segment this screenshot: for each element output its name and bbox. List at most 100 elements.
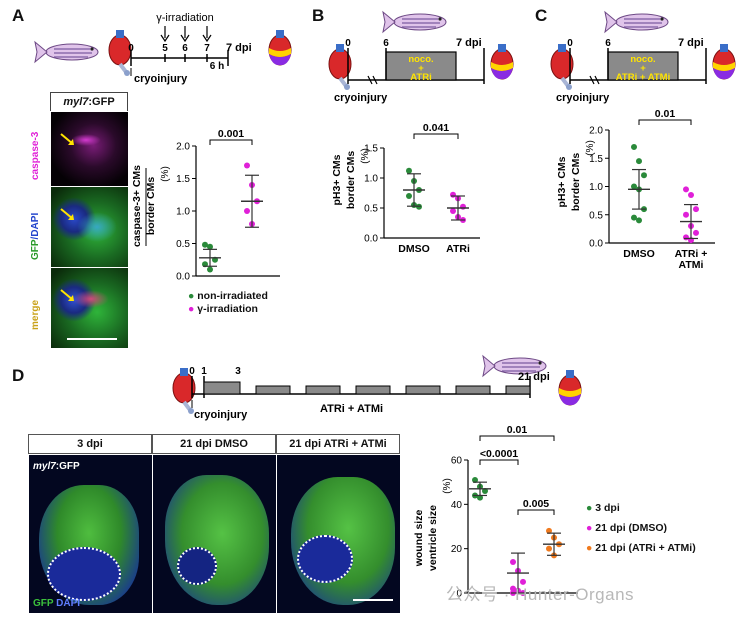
svg-text:5: 5	[162, 43, 168, 54]
panel-label-c: C	[535, 6, 548, 25]
svg-text:6: 6	[182, 43, 188, 54]
chart-a-legend: ● non-irradiated ● γ-irradiation	[188, 290, 268, 316]
svg-text:(%): (%)	[360, 148, 371, 164]
y-tick-label: 1.5	[176, 174, 190, 185]
svg-text:ATRi: ATRi	[410, 72, 431, 83]
gfp-dapi-image	[50, 186, 129, 268]
data-point	[450, 191, 456, 198]
heart-section-3dpi: myl7:GFP GFP DAPI	[28, 454, 153, 614]
svg-text:noco.: noco.	[408, 54, 433, 65]
svg-text:0: 0	[189, 366, 195, 377]
significance-bracket	[209, 139, 253, 145]
svg-text:pH3+ CMs: pH3+ CMs	[556, 156, 568, 207]
svg-text:ATRi + ATMi: ATRi + ATMi	[616, 72, 670, 83]
p-value-label: 0.005	[523, 498, 549, 510]
micro-d-marker-label: myl7:GFP	[33, 461, 80, 472]
y-tick-label: 0	[456, 589, 462, 600]
regenerated-heart-icon	[712, 43, 736, 80]
svg-text:border CMs: border CMs	[570, 153, 582, 212]
data-point	[510, 558, 516, 565]
scale-bar	[353, 599, 393, 601]
svg-text:cryoinjury: cryoinjury	[556, 92, 610, 104]
legend-item-non-irradiated: ● non-irradiated	[188, 290, 268, 302]
zebrafish-icon	[34, 41, 99, 63]
gfp-dapi-row-label: GFP/DAPI	[30, 212, 41, 260]
significance-bracket	[638, 119, 692, 125]
svg-text:7 dpi: 7 dpi	[678, 37, 704, 49]
svg-text:border CMs: border CMs	[345, 151, 357, 210]
significance-bracket	[413, 133, 459, 139]
p-value-label: 0.01	[655, 108, 676, 120]
panel-a-schematic: γ-irradiation 0 5 6 7 6 h 7 dpi cryoinju…	[34, 12, 292, 85]
y-tick-label: 40	[451, 500, 463, 511]
data-point	[693, 229, 699, 236]
y-tick-label: 1.5	[364, 144, 378, 155]
y-tick-label: 1.0	[176, 207, 190, 218]
heart-section-dmso	[152, 454, 277, 614]
regenerated-heart-icon	[490, 43, 514, 80]
data-point	[688, 191, 694, 198]
schematic-treatment-label: γ-irradiation	[156, 12, 213, 24]
data-point	[207, 266, 213, 273]
y-tick-label: 20	[451, 544, 463, 555]
micro-d-header-atri-atmi: 21 dpi ATRi + ATMi	[276, 434, 400, 454]
svg-text:6: 6	[383, 38, 389, 49]
y-tick-label: 2.0	[589, 126, 603, 137]
svg-text:7 dpi: 7 dpi	[456, 37, 482, 49]
data-point	[450, 208, 456, 214]
category-label: DMSO	[623, 248, 655, 260]
svg-text:cryoinjury: cryoinjury	[194, 409, 248, 421]
significance-bracket	[479, 459, 519, 465]
data-point	[546, 545, 552, 552]
data-point	[207, 243, 213, 250]
panel-label-a: A	[12, 6, 25, 25]
micro-d-stain-label: GFP DAPI	[33, 598, 81, 609]
svg-text:ventricle size: ventricle size	[427, 505, 439, 571]
svg-text:6: 6	[605, 38, 611, 49]
heart-section-atri-atmi	[276, 454, 401, 614]
svg-text:(%): (%)	[442, 478, 453, 494]
category-label: ATRi	[446, 243, 470, 255]
caspase-3-row-label: caspase-3	[30, 131, 41, 180]
y-tick-label: 0.5	[364, 204, 378, 215]
y-tick-label: 60	[451, 456, 463, 467]
panel-label-d: D	[12, 366, 25, 385]
data-point	[631, 214, 637, 221]
legend-item-irradiation: ● γ-irradiation	[188, 303, 258, 315]
data-point	[636, 158, 642, 165]
chart-d-legend: ● 3 dpi ● 21 dpi (DMSO) ● 21 dpi (ATRi +…	[586, 498, 696, 558]
data-point	[683, 211, 689, 218]
data-point	[510, 585, 516, 592]
micro-d-header-dmso: 21 dpi DMSO	[152, 434, 276, 454]
y-tick-label: 0.0	[176, 272, 190, 283]
data-point	[631, 143, 637, 150]
svg-text:0: 0	[128, 43, 134, 54]
y-tick-label: 1.0	[364, 174, 378, 185]
svg-text:pH3+ CMs: pH3+ CMs	[331, 154, 343, 205]
data-point	[244, 208, 250, 214]
legend-item-3dpi: ● 3 dpi	[586, 502, 620, 514]
chart-a-ylabel-denominator: border CMs	[145, 177, 157, 236]
y-tick-label: 0.0	[364, 234, 378, 245]
svg-text:cryoinjury: cryoinjury	[334, 92, 388, 104]
svg-text:ATRi + ATMi: ATRi + ATMi	[320, 403, 383, 415]
data-point	[477, 494, 483, 501]
chart-d: wound size ventricle size (%) 0 20 40 60 0.0…	[413, 424, 578, 600]
legend-item-atri-atmi: ● 21 dpi (ATRi + ATMi)	[586, 542, 696, 554]
svg-text:(%): (%)	[160, 166, 171, 182]
svg-text:7: 7	[204, 43, 210, 54]
data-point	[406, 167, 412, 174]
data-point	[683, 186, 689, 193]
svg-text:21 dpi: 21 dpi	[518, 371, 550, 383]
chart-a-ylabel: caspase-3+ CMs	[131, 165, 143, 247]
p-value-label: 0.001	[218, 128, 244, 140]
p-value-label: <0.0001	[480, 448, 518, 460]
svg-text:6 h: 6 h	[210, 61, 224, 72]
zebrafish-icon	[604, 11, 669, 33]
data-point	[416, 203, 422, 210]
treatment-box	[385, 51, 457, 81]
regenerated-heart-icon	[268, 29, 292, 66]
svg-text:wound size: wound size	[413, 510, 425, 568]
chart-a: caspase-3+ CMs border CMs (%) 0.0 0.5 1.0 1…	[131, 128, 280, 283]
data-point	[202, 241, 208, 248]
